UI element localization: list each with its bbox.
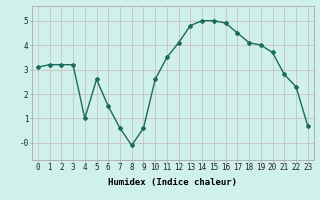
X-axis label: Humidex (Indice chaleur): Humidex (Indice chaleur) [108, 178, 237, 187]
